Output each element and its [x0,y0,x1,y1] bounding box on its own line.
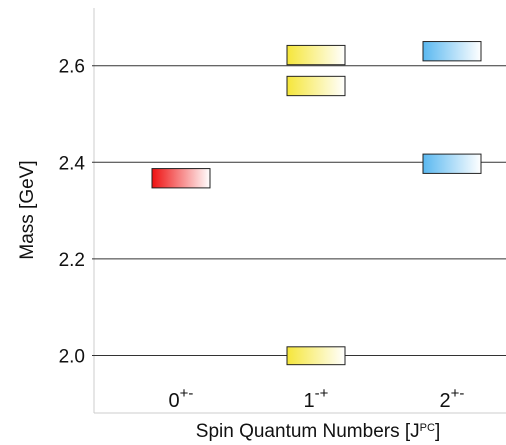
x-axis-title-close: ] [435,421,440,442]
y-tick-label: 2.6 [59,57,85,78]
category-label: 2+- [440,385,465,412]
x-axis-title: Spin Quantum Numbers [JPC] [196,421,440,442]
category-label: 1-+ [304,385,329,412]
state-bar [286,44,346,66]
y-axis-title: Mass [GeV] [17,160,38,259]
state-bar [422,153,482,174]
state-bar [286,346,346,366]
x-axis-title-main: Spin Quantum Numbers [J [196,421,420,442]
state-bar [422,41,482,62]
category-label: 0+- [169,385,194,412]
state-bar [151,168,211,189]
y-tick-label: 2.2 [59,250,85,271]
y-tick-label: 2.0 [59,347,85,368]
y-tick-label: 2.4 [59,153,86,174]
x-axis-title-sup: PC [420,422,435,434]
state-bar [286,75,346,97]
